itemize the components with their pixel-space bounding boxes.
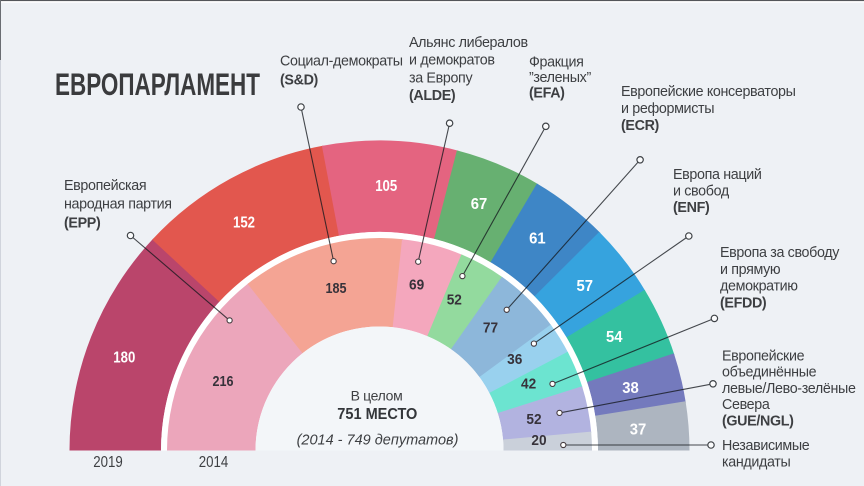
svg-text:Альянс либералов: Альянс либералов	[409, 35, 528, 51]
svg-text:и демократов: и демократов	[409, 53, 495, 69]
svg-text:кандидаты: кандидаты	[722, 455, 790, 471]
svg-text:(ECR): (ECR)	[621, 118, 660, 134]
svg-text:(EFA): (EFA)	[529, 85, 565, 101]
svg-text:42: 42	[521, 376, 536, 393]
svg-text:Европа наций: Европа наций	[673, 167, 762, 183]
svg-text:52: 52	[447, 291, 462, 308]
svg-text:69: 69	[409, 277, 424, 294]
svg-text:Фракция: Фракция	[529, 54, 584, 70]
svg-text:”зеленых”: ”зеленых”	[529, 70, 591, 86]
svg-text:Независимые: Независимые	[722, 438, 810, 454]
svg-text:левые/Лево-зелёные: левые/Лево-зелёные	[722, 381, 856, 397]
svg-text:185: 185	[326, 280, 347, 297]
svg-text:37: 37	[630, 422, 647, 439]
svg-text:ЕВРОПАРЛАМЕНТ: ЕВРОПАРЛАМЕНТ	[55, 66, 260, 102]
svg-text:(EPP): (EPP)	[64, 215, 101, 231]
svg-text:2019: 2019	[93, 454, 123, 471]
svg-text:(2014 - 749 депутатов): (2014 - 749 депутатов)	[297, 433, 459, 449]
svg-text:38: 38	[622, 380, 639, 397]
svg-text:52: 52	[526, 411, 541, 428]
svg-text:77: 77	[483, 320, 498, 337]
svg-text:67: 67	[471, 196, 488, 213]
svg-text:2014: 2014	[199, 454, 229, 471]
svg-text:Севера: Севера	[722, 397, 770, 413]
svg-text:152: 152	[233, 215, 255, 232]
svg-text:и прямую: и прямую	[720, 262, 781, 278]
svg-text:и свобод: и свобод	[673, 184, 730, 200]
svg-text:216: 216	[213, 373, 234, 390]
svg-text:(ENF): (ENF)	[673, 200, 710, 216]
svg-text:(EFDD): (EFDD)	[720, 295, 767, 311]
svg-text:751 МЕСТО: 751 МЕСТО	[337, 406, 417, 423]
svg-text:Европейская: Европейская	[64, 178, 146, 194]
svg-text:180: 180	[113, 350, 135, 367]
svg-text:(S&D): (S&D)	[280, 73, 319, 89]
svg-text:Европа за свободу: Европа за свободу	[720, 245, 840, 261]
svg-text:Европейские консерваторы: Европейские консерваторы	[621, 84, 796, 100]
svg-text:61: 61	[529, 231, 546, 248]
svg-text:и реформисты: и реформисты	[621, 101, 714, 117]
svg-text:народная партия: народная партия	[64, 197, 172, 213]
svg-text:объединённые: объединённые	[722, 365, 817, 381]
svg-text:57: 57	[576, 278, 593, 295]
svg-text:105: 105	[375, 178, 397, 195]
svg-text:Европейские: Европейские	[722, 349, 805, 365]
svg-text:(ALDE): (ALDE)	[409, 88, 456, 104]
svg-text:за Европу: за Европу	[409, 70, 473, 86]
svg-text:(GUE/NGL): (GUE/NGL)	[722, 413, 794, 429]
svg-text:демократию: демократию	[720, 279, 798, 295]
svg-text:54: 54	[606, 329, 623, 346]
svg-text:Социал-демократы: Социал-демократы	[280, 54, 403, 70]
svg-text:В целом: В целом	[351, 388, 403, 404]
svg-text:20: 20	[531, 432, 546, 449]
svg-text:36: 36	[507, 351, 522, 368]
